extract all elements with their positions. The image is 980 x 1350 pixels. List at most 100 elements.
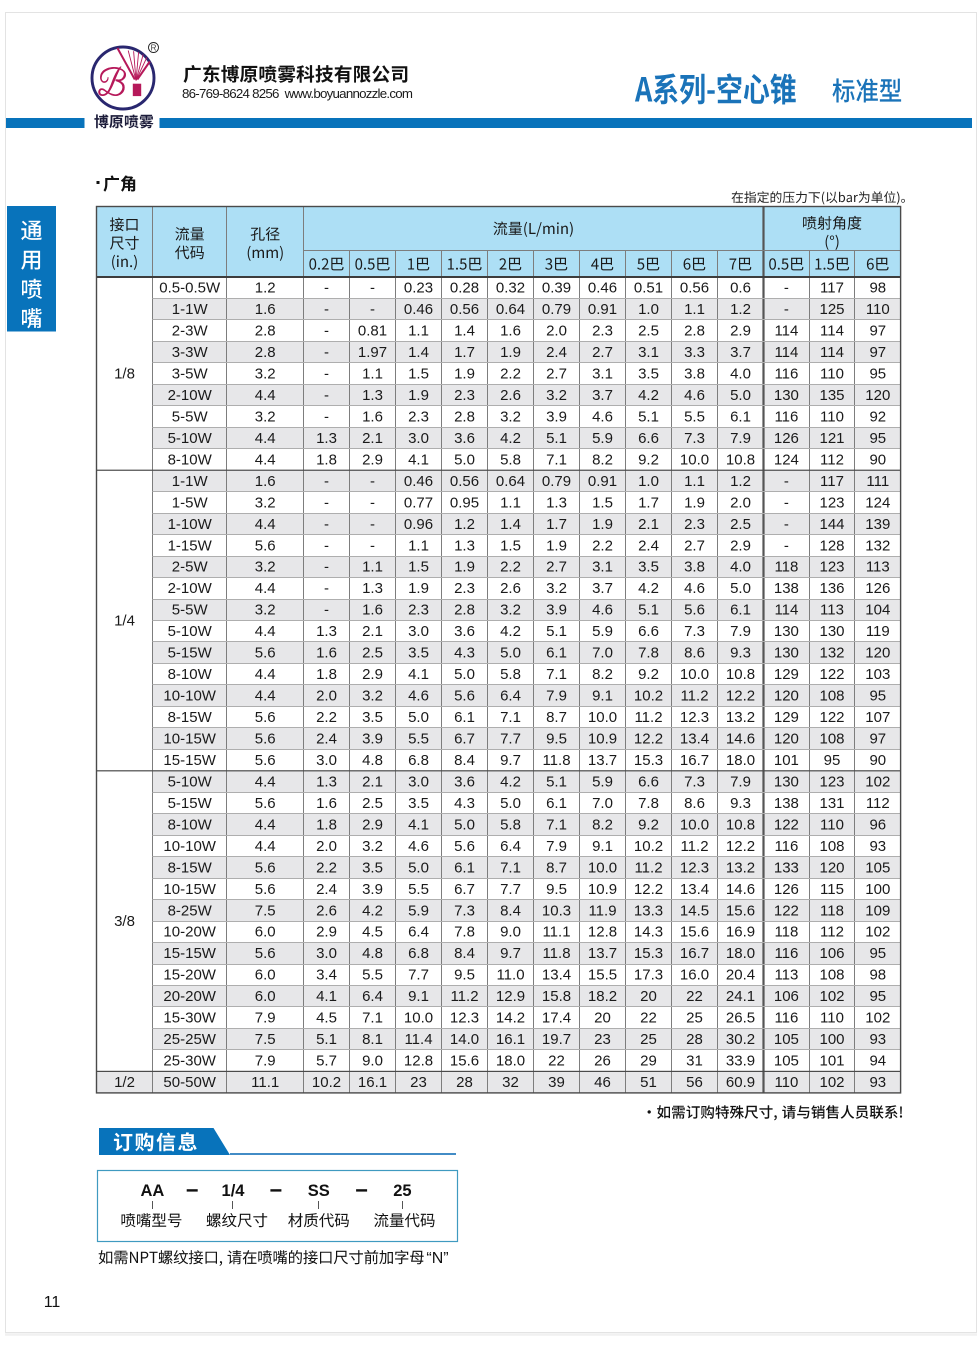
svg-text:2.7: 2.7 xyxy=(684,537,705,554)
svg-text:95: 95 xyxy=(869,688,886,705)
svg-text:1.4: 1.4 xyxy=(408,344,429,361)
svg-text:2.0: 2.0 xyxy=(316,688,337,705)
svg-text:4.6: 4.6 xyxy=(592,409,613,426)
svg-text:7.9: 7.9 xyxy=(546,688,567,705)
svg-text:4.4: 4.4 xyxy=(255,451,276,468)
svg-text:0.51: 0.51 xyxy=(634,280,663,297)
svg-text:3.6: 3.6 xyxy=(454,430,475,447)
svg-text:3/8: 3/8 xyxy=(114,913,135,930)
svg-text:7.8: 7.8 xyxy=(638,645,659,662)
svg-text:2.6: 2.6 xyxy=(500,387,521,404)
svg-text:10.2: 10.2 xyxy=(634,838,663,855)
svg-text:6.0: 6.0 xyxy=(255,967,276,984)
svg-text:-: - xyxy=(324,409,329,426)
svg-text:120: 120 xyxy=(774,731,799,748)
svg-text:100: 100 xyxy=(865,881,890,898)
svg-text:18.0: 18.0 xyxy=(726,945,755,962)
svg-text:15.8: 15.8 xyxy=(542,988,571,1005)
svg-text:113: 113 xyxy=(820,602,844,619)
svg-text:0.5-0.5W: 0.5-0.5W xyxy=(159,280,221,297)
svg-text:8.7: 8.7 xyxy=(546,859,567,876)
svg-text:0.81: 0.81 xyxy=(358,323,387,340)
svg-text:-: - xyxy=(324,537,329,554)
svg-text:1.9: 1.9 xyxy=(408,387,429,404)
svg-text:7.3: 7.3 xyxy=(684,623,705,640)
svg-text:9.2: 9.2 xyxy=(638,666,659,683)
svg-text:0.6: 0.6 xyxy=(730,280,751,297)
svg-text:124: 124 xyxy=(865,494,890,511)
svg-text:3.2: 3.2 xyxy=(362,838,383,855)
svg-text:2.0: 2.0 xyxy=(730,494,751,511)
svg-text:0.79: 0.79 xyxy=(542,301,571,318)
svg-text:13.2: 13.2 xyxy=(726,859,755,876)
svg-text:9.5: 9.5 xyxy=(546,731,567,748)
svg-text:86-769-8624 8256 www.boyuanno: 86-769-8624 8256 www.boyuannozzle.com xyxy=(182,86,413,101)
svg-text:5.5: 5.5 xyxy=(408,731,429,748)
svg-text:1.7: 1.7 xyxy=(638,494,659,511)
svg-text:5.6: 5.6 xyxy=(255,709,276,726)
svg-text:-: - xyxy=(324,580,329,597)
svg-text:116: 116 xyxy=(774,1010,798,1027)
svg-text:22: 22 xyxy=(548,1053,565,1070)
svg-text:6.0: 6.0 xyxy=(255,988,276,1005)
svg-text:1.1: 1.1 xyxy=(684,301,705,318)
svg-text:16.9: 16.9 xyxy=(726,924,755,941)
svg-text:0.56: 0.56 xyxy=(450,473,479,490)
svg-text:24.1: 24.1 xyxy=(726,988,755,1005)
svg-text:94: 94 xyxy=(869,1053,886,1070)
svg-text:0.46: 0.46 xyxy=(404,473,433,490)
svg-text:5-5W: 5-5W xyxy=(172,602,209,619)
svg-text:108: 108 xyxy=(819,731,844,748)
svg-text:16.1: 16.1 xyxy=(496,1031,525,1048)
svg-text:10.0: 10.0 xyxy=(588,709,617,726)
svg-text:4.2: 4.2 xyxy=(362,902,383,919)
svg-text:2.3: 2.3 xyxy=(408,602,429,619)
svg-text:18.2: 18.2 xyxy=(588,988,617,1005)
svg-text:31: 31 xyxy=(686,1053,703,1070)
svg-text:10-15W: 10-15W xyxy=(163,881,216,898)
svg-text:114: 114 xyxy=(820,344,844,361)
svg-text:122: 122 xyxy=(819,709,844,726)
svg-text:102: 102 xyxy=(865,924,890,941)
svg-text:132: 132 xyxy=(819,645,844,662)
svg-text:116: 116 xyxy=(774,838,798,855)
svg-text:5.8: 5.8 xyxy=(500,666,521,683)
svg-text:108: 108 xyxy=(819,688,844,705)
svg-text:11.9: 11.9 xyxy=(588,902,616,919)
svg-text:3.2: 3.2 xyxy=(255,602,276,619)
svg-text:95: 95 xyxy=(824,752,841,769)
svg-text:13.2: 13.2 xyxy=(726,709,755,726)
svg-text:14.2: 14.2 xyxy=(496,1010,525,1027)
svg-text:3-3W: 3-3W xyxy=(172,344,209,361)
svg-text:136: 136 xyxy=(819,580,844,597)
svg-text:4.2: 4.2 xyxy=(500,623,521,640)
svg-text:13.4: 13.4 xyxy=(680,881,709,898)
svg-text:9.2: 9.2 xyxy=(638,451,659,468)
svg-text:25-30W: 25-30W xyxy=(163,1053,216,1070)
svg-text:10.2: 10.2 xyxy=(312,1074,341,1091)
svg-text:5.6: 5.6 xyxy=(255,645,276,662)
svg-text:100: 100 xyxy=(819,1031,844,1048)
svg-text:1.9: 1.9 xyxy=(408,580,429,597)
svg-text:1-1W: 1-1W xyxy=(172,473,209,490)
svg-text:1.3: 1.3 xyxy=(362,580,383,597)
svg-text:96: 96 xyxy=(869,816,886,833)
svg-text:7.9: 7.9 xyxy=(730,773,751,790)
svg-text:1.3: 1.3 xyxy=(454,537,475,554)
svg-text:7.9: 7.9 xyxy=(255,1053,276,1070)
svg-text:2.9: 2.9 xyxy=(362,816,383,833)
svg-text:2.2: 2.2 xyxy=(316,709,337,726)
svg-text:12.2: 12.2 xyxy=(726,838,755,855)
svg-text:3.3: 3.3 xyxy=(684,344,705,361)
svg-text:6.4: 6.4 xyxy=(500,838,521,855)
svg-text:10.8: 10.8 xyxy=(726,816,755,833)
svg-text:90: 90 xyxy=(869,752,886,769)
svg-text:4.6: 4.6 xyxy=(592,602,613,619)
svg-text:10.0: 10.0 xyxy=(680,666,709,683)
svg-text:3.9: 3.9 xyxy=(546,409,567,426)
svg-text:-: - xyxy=(370,301,375,318)
svg-text:10-10W: 10-10W xyxy=(163,688,216,705)
svg-text:2.8: 2.8 xyxy=(684,323,705,340)
svg-text:12.3: 12.3 xyxy=(450,1010,479,1027)
svg-text:2.1: 2.1 xyxy=(362,430,383,447)
